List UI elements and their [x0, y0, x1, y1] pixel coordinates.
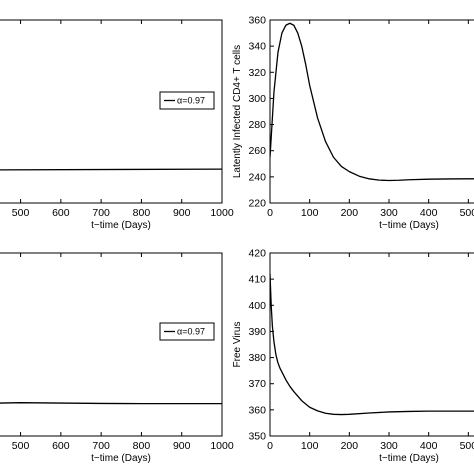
chart-top-left-legend-entry: α=0.97 — [177, 96, 205, 106]
chart-bottom-right-y-tick-label: 370 — [248, 378, 266, 390]
chart-top-left-x-tick-label: 500 — [12, 207, 30, 219]
chart-top-left: 4005006007008009001000t−time (Days)α=0.9… — [0, 19, 234, 231]
chart-bottom-left-x-tick-label: 900 — [173, 440, 191, 452]
chart-top-right-y-tick-label: 360 — [248, 15, 266, 27]
chart-bottom-right-y-tick-label: 410 — [248, 274, 266, 286]
chart-top-right-y-tick-label: 320 — [248, 67, 266, 79]
chart-top-left-x-tick-label: 700 — [92, 207, 110, 219]
chart-bottom-right-y-tick-label: 420 — [248, 248, 266, 260]
chart-top-left-x-tick-label: 1000 — [210, 207, 234, 219]
chart-bottom-left-x-tick-label: 800 — [133, 440, 151, 452]
chart-bottom-left-axes-box — [0, 252, 223, 437]
chart-top-right-y-tick-label: 220 — [248, 198, 266, 210]
chart-bottom-right-x-tick-label: 0 — [267, 440, 273, 452]
chart-top-left-legend: α=0.97 — [159, 91, 215, 110]
chart-top-right-axes-box — [269, 19, 474, 204]
chart-bottom-right-series-line-0 — [270, 273, 474, 416]
chart-top-left-axes-box — [0, 19, 223, 204]
chart-top-right-series-line-0 — [270, 22, 474, 182]
chart-top-right-y-axis-label: Latently Infected CD4+ T cells — [232, 45, 243, 178]
chart-top-right-x-tick-label: 200 — [341, 207, 359, 219]
chart-bottom-left-legend: α=0.97 — [159, 322, 215, 341]
chart-top-right-x-tick-label: 400 — [420, 207, 438, 219]
chart-bottom-left-x-tick-label: 600 — [52, 440, 70, 452]
chart-bottom-right-y-tick-label: 360 — [248, 404, 266, 416]
chart-top-left-legend-box — [159, 91, 215, 110]
chart-top-right-x-tick-label: 0 — [267, 207, 273, 219]
chart-bottom-right-y-axis-label: Free Virus — [232, 322, 243, 368]
chart-bottom-left-legend-entry: α=0.97 — [177, 327, 205, 337]
chart-bottom-right-y-tick-label: 390 — [248, 326, 266, 338]
chart-bottom-left-legend-box — [159, 322, 215, 341]
chart-bottom-right-x-axis-label: t−time (Days) — [379, 453, 439, 464]
chart-bottom-right-axes-box — [269, 252, 474, 437]
chart-top-left-x-tick-label: 900 — [173, 207, 191, 219]
chart-bottom-right-x-tick-label: 200 — [341, 440, 359, 452]
chart-bottom-right-x-tick-label: 300 — [380, 440, 398, 452]
chart-bottom-right: 0 100 200 300 400 500 350 360 370 380 390 400 410 420… — [232, 248, 474, 464]
chart-top-right-x-tick-label: 300 — [380, 207, 398, 219]
chart-top-right-y-tick-label: 240 — [248, 171, 266, 183]
chart-top-left-x-tick-label: 600 — [52, 207, 70, 219]
chart-top-right-x-axis-label: t−time (Days) — [379, 220, 439, 231]
chart-top-right-x-tick-label: 100 — [301, 207, 319, 219]
chart-top-right-y-tick-label: 340 — [248, 41, 266, 53]
chart-top-right: 0 100 200 300 400 500 220 240 260 280 300 320 340 360… — [232, 15, 474, 231]
chart-bottom-right-y-tick-label: 380 — [248, 352, 266, 364]
chart-top-right-x-tick-label: 500 — [460, 207, 474, 219]
chart-bottom-left-x-tick-label: 700 — [92, 440, 110, 452]
chart-bottom-right-x-tick-label: 100 — [301, 440, 319, 452]
chart-top-left-x-axis-label: t−time (Days) — [91, 220, 151, 231]
chart-bottom-right-y-tick-label: 400 — [248, 300, 266, 312]
chart-top-right-y-tick-label: 300 — [248, 93, 266, 105]
chart-bottom-left: 4005006007008009001000t−time (Days)α=0.9… — [0, 252, 234, 464]
chart-bottom-left-x-tick-label: 1000 — [210, 440, 234, 452]
chart-top-right-y-tick-label: 260 — [248, 145, 266, 157]
chart-bottom-right-x-tick-label: 400 — [420, 440, 438, 452]
chart-bottom-left-x-tick-label: 500 — [12, 440, 30, 452]
chart-top-left-series-line-0 — [0, 168, 222, 171]
chart-bottom-right-x-tick-label: 500 — [460, 440, 474, 452]
chart-bottom-left-series-line-0 — [0, 402, 222, 405]
chart-top-left-x-tick-label: 800 — [133, 207, 151, 219]
chart-bottom-left-x-axis-label: t−time (Days) — [91, 453, 151, 464]
chart-top-right-y-tick-label: 280 — [248, 119, 266, 131]
chart-bottom-right-y-tick-label: 350 — [248, 431, 266, 443]
